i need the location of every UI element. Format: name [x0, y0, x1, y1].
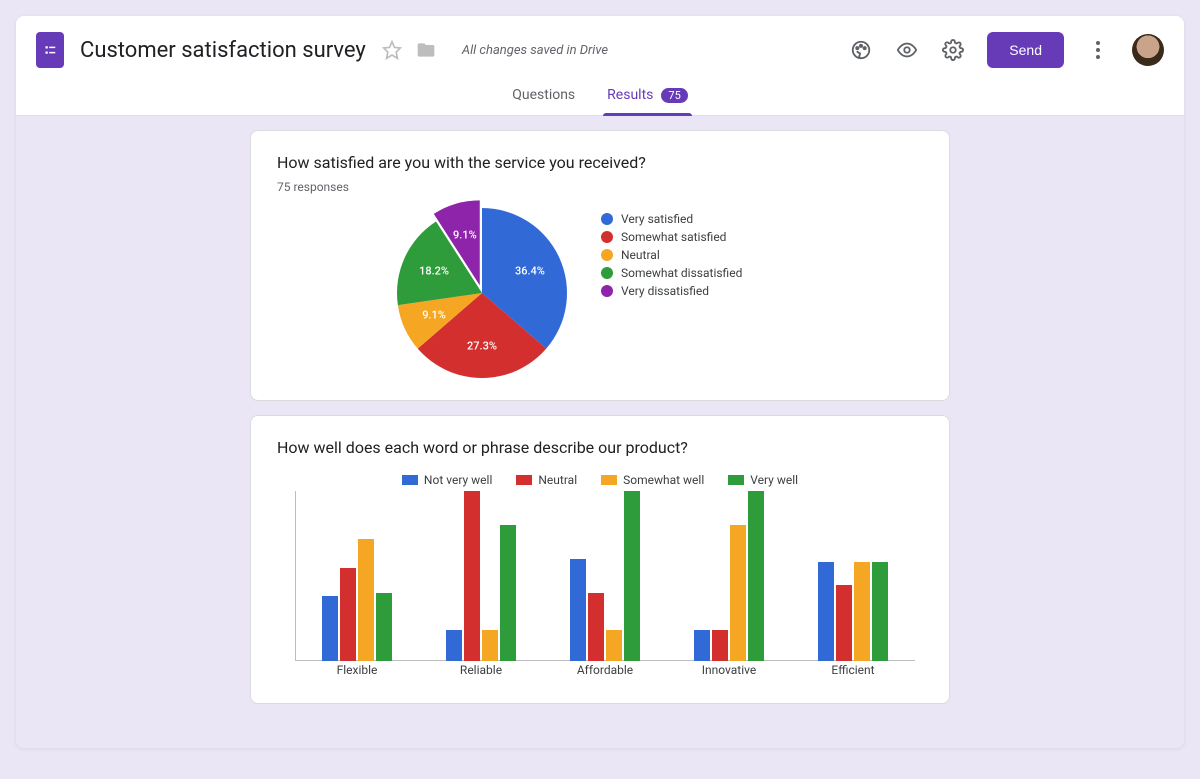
bar [322, 596, 338, 661]
bar-question: How well does each word or phrase descri… [277, 438, 923, 457]
legend-swatch-icon [402, 475, 418, 485]
bar [588, 593, 604, 661]
bar [748, 491, 764, 661]
pie-legend-item: Very satisfied [601, 212, 742, 226]
pie-legend-item: Very dissatisfied [601, 284, 742, 298]
results-count-badge: 75 [661, 88, 687, 103]
bar [872, 562, 888, 661]
bar [818, 562, 834, 661]
bar-category-label: Efficient [791, 663, 915, 681]
pie-legend-item: Somewhat satisfied [601, 230, 742, 244]
pie-slice-label: 27.3% [467, 339, 497, 352]
legend-label: Neutral [538, 473, 577, 487]
legend-swatch-icon [601, 249, 613, 261]
pie-slice-label: 9.1% [422, 308, 446, 321]
pie-chart: 36.4% 27.3% 9.1% 18.2% 9.1% [397, 208, 567, 378]
save-status: All changes saved in Drive [462, 43, 608, 58]
settings-gear-icon[interactable] [941, 38, 965, 62]
bar-category-label: Reliable [419, 663, 543, 681]
star-icon[interactable] [380, 38, 404, 62]
forms-logo-icon [36, 32, 64, 68]
palette-icon[interactable] [849, 38, 873, 62]
pie-slice-label: 18.2% [419, 265, 449, 278]
legend-label: Not very well [424, 473, 492, 487]
bar [606, 630, 622, 661]
tab-questions-label: Questions [512, 87, 575, 103]
bar [854, 562, 870, 661]
pie-slice-label: 36.4% [515, 265, 545, 278]
tab-results-label: Results [607, 87, 653, 103]
bar-legend-item: Very well [728, 473, 798, 487]
bar [730, 525, 746, 661]
pie-legend-item: Neutral [601, 248, 742, 262]
bar-category-label: Innovative [667, 663, 791, 681]
pie-slice-label: 9.1% [453, 228, 477, 241]
legend-label: Somewhat satisfied [621, 230, 726, 244]
bar [340, 568, 356, 662]
legend-swatch-icon [601, 267, 613, 279]
pie-responses-count: 75 responses [277, 180, 923, 194]
tab-results[interactable]: Results 75 [603, 87, 692, 115]
bar-group [543, 491, 667, 661]
tabs-bar: Questions Results 75 [16, 74, 1184, 116]
legend-label: Very dissatisfied [621, 284, 709, 298]
tab-questions[interactable]: Questions [508, 87, 579, 115]
bar [570, 559, 586, 661]
bar-legend: Not very well Neutral Somewhat well Very we… [277, 473, 923, 487]
legend-swatch-icon [601, 475, 617, 485]
bar-group [667, 491, 791, 661]
bar [624, 491, 640, 661]
bar-group [295, 491, 419, 661]
legend-label: Very well [750, 473, 798, 487]
header: Customer satisfaction survey All changes… [16, 16, 1184, 74]
legend-swatch-icon [601, 285, 613, 297]
card-bar: How well does each word or phrase descri… [250, 415, 950, 704]
folder-icon[interactable] [414, 38, 438, 62]
bar [836, 585, 852, 662]
body-scroll[interactable]: How satisfied are you with the service y… [16, 116, 1184, 748]
legend-label: Somewhat well [623, 473, 704, 487]
pie-question: How satisfied are you with the service y… [277, 153, 923, 172]
bar [500, 525, 516, 661]
bar-legend-item: Somewhat well [601, 473, 704, 487]
bar-legend-item: Not very well [402, 473, 492, 487]
pie-legend: Very satisfied Somewhat satisfied Neutral S… [601, 212, 742, 298]
send-button[interactable]: Send [987, 32, 1064, 68]
legend-label: Neutral [621, 248, 660, 262]
legend-swatch-icon [728, 475, 744, 485]
pie-legend-item: Somewhat dissatisfied [601, 266, 742, 280]
preview-eye-icon[interactable] [895, 38, 919, 62]
bar-chart: FlexibleReliableAffordableInnovativeEffi… [285, 491, 915, 681]
legend-swatch-icon [601, 213, 613, 225]
bar [712, 630, 728, 661]
legend-swatch-icon [516, 475, 532, 485]
account-avatar[interactable] [1132, 34, 1164, 66]
bar-legend-item: Neutral [516, 473, 577, 487]
bar-group [419, 491, 543, 661]
bar [376, 593, 392, 661]
bar-group [791, 491, 915, 661]
document-title[interactable]: Customer satisfaction survey [80, 38, 366, 63]
legend-label: Very satisfied [621, 212, 693, 226]
bar [446, 630, 462, 661]
legend-swatch-icon [601, 231, 613, 243]
bar-category-label: Affordable [543, 663, 667, 681]
bar [358, 539, 374, 661]
bar [694, 630, 710, 661]
bar [482, 630, 498, 661]
bar [464, 491, 480, 661]
bar-category-label: Flexible [295, 663, 419, 681]
more-menu-icon[interactable] [1086, 38, 1110, 62]
card-pie: How satisfied are you with the service y… [250, 130, 950, 401]
legend-label: Somewhat dissatisfied [621, 266, 742, 280]
